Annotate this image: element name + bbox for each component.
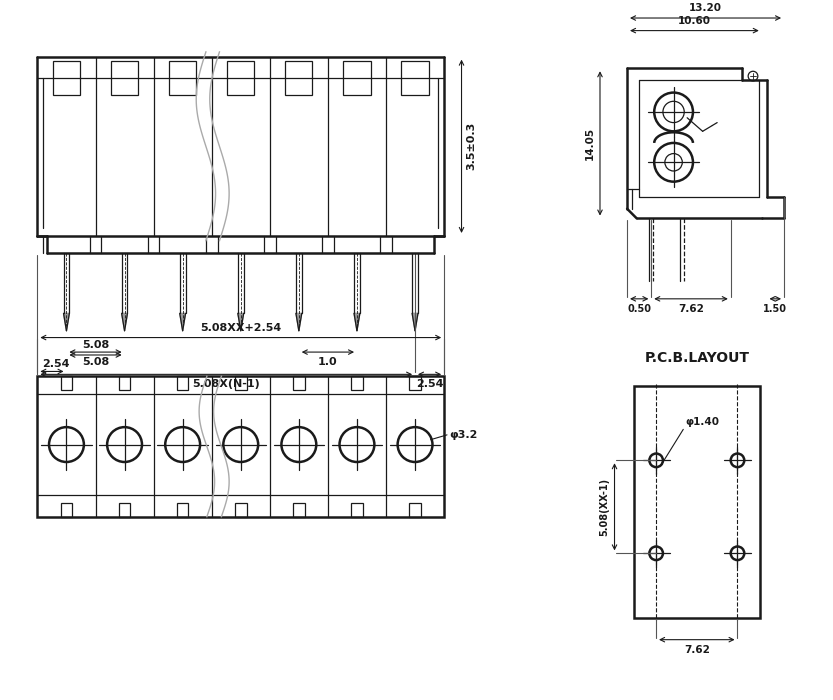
Text: P.C.B.LAYOUT: P.C.B.LAYOUT — [645, 351, 750, 365]
Polygon shape — [238, 314, 244, 331]
Bar — [119, 377, 131, 390]
Polygon shape — [63, 314, 69, 331]
Text: 1.50: 1.50 — [763, 304, 787, 314]
Text: 7.62: 7.62 — [684, 645, 710, 654]
Text: 14.05: 14.05 — [585, 127, 595, 160]
Text: 5.08: 5.08 — [82, 357, 109, 367]
Bar — [37, 377, 444, 517]
Bar — [402, 61, 429, 94]
Text: 0.50: 0.50 — [627, 304, 651, 314]
Polygon shape — [296, 314, 302, 331]
Polygon shape — [412, 314, 418, 331]
Bar — [169, 61, 197, 94]
Bar — [352, 377, 362, 390]
Text: 5.08: 5.08 — [82, 340, 109, 350]
Bar — [119, 503, 131, 517]
Bar — [61, 377, 72, 390]
Text: 3.5±0.3: 3.5±0.3 — [466, 122, 476, 170]
Bar — [293, 377, 305, 390]
Text: φ3.2: φ3.2 — [449, 430, 477, 440]
Bar — [235, 503, 247, 517]
Bar — [227, 61, 254, 94]
Text: φ1.40: φ1.40 — [686, 417, 719, 428]
Bar — [111, 61, 138, 94]
Text: 2.54: 2.54 — [416, 379, 443, 389]
Bar — [293, 503, 305, 517]
Bar — [285, 61, 312, 94]
Polygon shape — [354, 314, 360, 331]
Polygon shape — [180, 314, 186, 331]
Text: 1.0: 1.0 — [318, 357, 337, 367]
Bar — [177, 503, 188, 517]
Text: 2.54: 2.54 — [42, 358, 70, 368]
Bar — [409, 377, 421, 390]
Text: 13.20: 13.20 — [689, 4, 722, 13]
Bar — [235, 377, 247, 390]
Text: 5.08(XX-1): 5.08(XX-1) — [600, 478, 610, 536]
Bar — [53, 61, 80, 94]
Bar — [352, 503, 362, 517]
Bar — [343, 61, 371, 94]
Text: 10.60: 10.60 — [678, 16, 711, 26]
Bar — [409, 503, 421, 517]
Text: 7.62: 7.62 — [678, 304, 704, 314]
Polygon shape — [122, 314, 127, 331]
Bar — [61, 503, 72, 517]
Text: 5.08X(N-1): 5.08X(N-1) — [192, 379, 260, 389]
Bar — [634, 386, 760, 618]
Text: 5.08XX+2.54: 5.08XX+2.54 — [200, 323, 282, 332]
Bar — [177, 377, 188, 390]
